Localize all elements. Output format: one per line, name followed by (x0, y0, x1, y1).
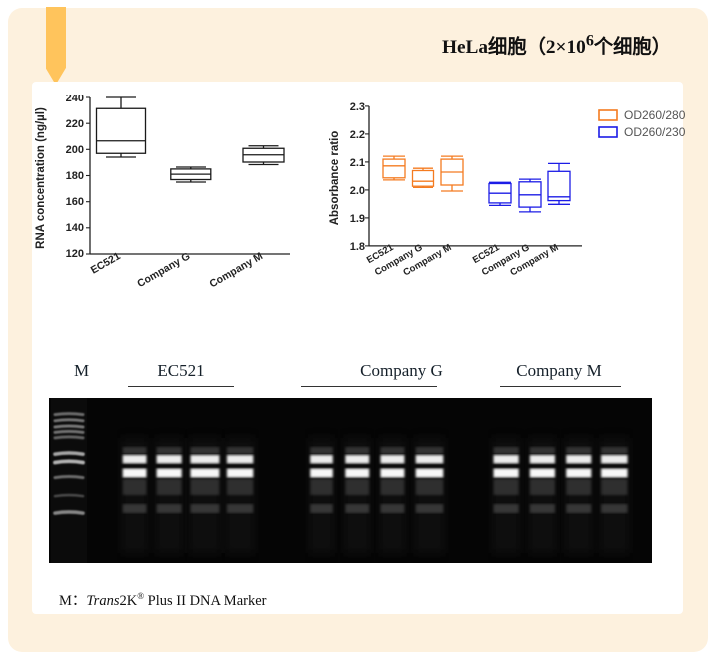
svg-text:160: 160 (66, 196, 84, 208)
svg-text:2.2: 2.2 (350, 129, 365, 141)
svg-text:220: 220 (66, 118, 84, 130)
svg-text:Absorbance ratio: Absorbance ratio (329, 131, 341, 226)
svg-text:140: 140 (66, 222, 84, 234)
svg-text:2.0: 2.0 (350, 185, 365, 197)
svg-text:RNA concentration (ng/µl): RNA concentration (ng/µl) (35, 107, 47, 249)
svg-text:1.8: 1.8 (350, 241, 365, 253)
svg-text:2.1: 2.1 (350, 157, 365, 169)
svg-text:200: 200 (66, 144, 84, 156)
svg-text:180: 180 (66, 170, 84, 182)
svg-text:240: 240 (66, 95, 84, 104)
svg-text:Company M: Company M (207, 250, 265, 290)
svg-text:2.3: 2.3 (350, 101, 365, 113)
svg-text:120: 120 (66, 248, 84, 260)
svg-text:Company G: Company G (135, 250, 192, 290)
svg-text:1.9: 1.9 (350, 213, 365, 225)
